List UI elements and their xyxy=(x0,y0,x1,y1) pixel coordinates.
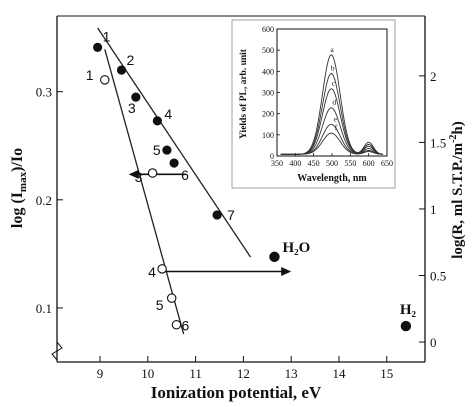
inset-y-tick-label: 200 xyxy=(262,110,274,119)
y-left-axis-ticks: 0.1 0.2 0.3 xyxy=(36,85,63,316)
point-0-1 xyxy=(116,65,127,75)
arrow-left xyxy=(128,169,187,179)
inset-curve-label: e xyxy=(334,114,338,123)
arrows xyxy=(128,169,292,277)
inset-y-tick-label: 600 xyxy=(262,25,274,34)
x-tick-label: 14 xyxy=(332,366,346,381)
inset-curve-label: f xyxy=(335,123,338,132)
x-tick-label: 12 xyxy=(237,366,250,381)
y-right-axis-title: log(R, ml S.T.P./m-2h) xyxy=(448,121,466,259)
inset-x-tick-label: 600 xyxy=(363,159,375,168)
inset-y-tick-label: 500 xyxy=(262,46,274,55)
inset-curve-label: b xyxy=(331,63,335,72)
inset-x-tick-label: 500 xyxy=(326,159,338,168)
inset-y-tick-label: 100 xyxy=(262,131,274,140)
inset-y-tick-label: 0 xyxy=(270,152,274,161)
y-left-tick-label: 0.3 xyxy=(36,85,52,100)
point-2-0 xyxy=(269,251,280,263)
point-label: 5 xyxy=(153,142,161,158)
point-1-3 xyxy=(166,293,177,303)
point-0-2 xyxy=(131,92,141,102)
point-label: 4 xyxy=(164,106,172,122)
point-label: H₂O xyxy=(282,240,310,256)
inset-chart: 350 400 450 500 550 600 650 0 100 200 300 400 500 60… xyxy=(231,19,396,189)
x-tick-label: 15 xyxy=(380,366,393,381)
inset-x-axis-title: Wavelength, nm xyxy=(297,173,367,184)
x-axis-ticks: 9 10 11 12 13 14 15 xyxy=(97,356,393,381)
y-right-tick-label: 1 xyxy=(430,202,437,217)
y-right-tick-label: 2 xyxy=(430,69,437,84)
y-left-tick-label: 0.2 xyxy=(36,193,52,208)
x-tick-label: 10 xyxy=(141,366,154,381)
x-tick-label: 13 xyxy=(285,366,298,381)
x-tick-label: 11 xyxy=(189,366,202,381)
x-axis-title: Ionization potential, eV xyxy=(151,383,322,402)
inset-x-tick-label: 650 xyxy=(381,159,393,168)
inset-y-tick-label: 300 xyxy=(262,89,274,98)
point-label: 1 xyxy=(103,28,111,44)
inset-x-axis-ticks: 350 400 450 500 550 600 650 xyxy=(271,153,393,168)
point-label: H₂ xyxy=(400,302,417,318)
point-1-1 xyxy=(147,168,158,178)
inset-curve-label: a xyxy=(330,45,334,54)
point-label: 1 xyxy=(86,67,94,83)
x-tick-label: 9 xyxy=(97,366,104,381)
point-0-4 xyxy=(162,145,172,155)
fit-line-1 xyxy=(104,49,185,335)
point-0-6 xyxy=(212,210,222,220)
inset-curves: abc def xyxy=(280,45,384,155)
inset-y-axis-title: Yields of PL, arb. unit xyxy=(239,48,249,139)
point-1-2 xyxy=(157,264,167,274)
point-label: 2 xyxy=(127,52,135,68)
y-right-tick-label: 0 xyxy=(430,335,437,350)
point-2-1 xyxy=(400,320,412,332)
point-0-3 xyxy=(152,116,162,126)
point-label: 7 xyxy=(227,207,235,223)
y-right-axis-ticks: 0 0.5 1 1.5 2 xyxy=(419,69,446,350)
inset-x-tick-label: 450 xyxy=(308,159,320,168)
y-left-axis-title: log (Imax)/Io xyxy=(9,148,29,228)
y-left-tick-label: 0.1 xyxy=(36,301,52,316)
inset-x-tick-label: 550 xyxy=(344,159,356,168)
inset-y-tick-label: 400 xyxy=(262,67,274,76)
inset-curve-label: d xyxy=(332,98,336,107)
arrow-right xyxy=(164,267,292,277)
point-label: 3 xyxy=(128,100,136,116)
inset-curve-label: c xyxy=(332,79,336,88)
point-0-0 xyxy=(93,42,103,52)
inset-y-axis-ticks: 0 100 200 300 400 500 600 xyxy=(262,25,280,161)
y-right-tick-label: 0.5 xyxy=(430,269,446,284)
main-plot-frame xyxy=(51,15,426,363)
point-label: 5 xyxy=(156,297,164,313)
point-1-4 xyxy=(171,319,182,330)
inset-curve-f xyxy=(280,132,383,155)
point-1-0 xyxy=(100,75,110,85)
point-label: 6 xyxy=(181,167,189,183)
y-right-tick-label: 1.5 xyxy=(430,135,446,150)
inset-x-tick-label: 350 xyxy=(271,159,283,168)
inset-x-tick-label: 400 xyxy=(289,159,301,168)
point-0-5 xyxy=(169,158,179,168)
point-label: 6 xyxy=(181,318,189,334)
point-label: 3 xyxy=(135,169,143,185)
point-label: 4 xyxy=(148,264,156,280)
